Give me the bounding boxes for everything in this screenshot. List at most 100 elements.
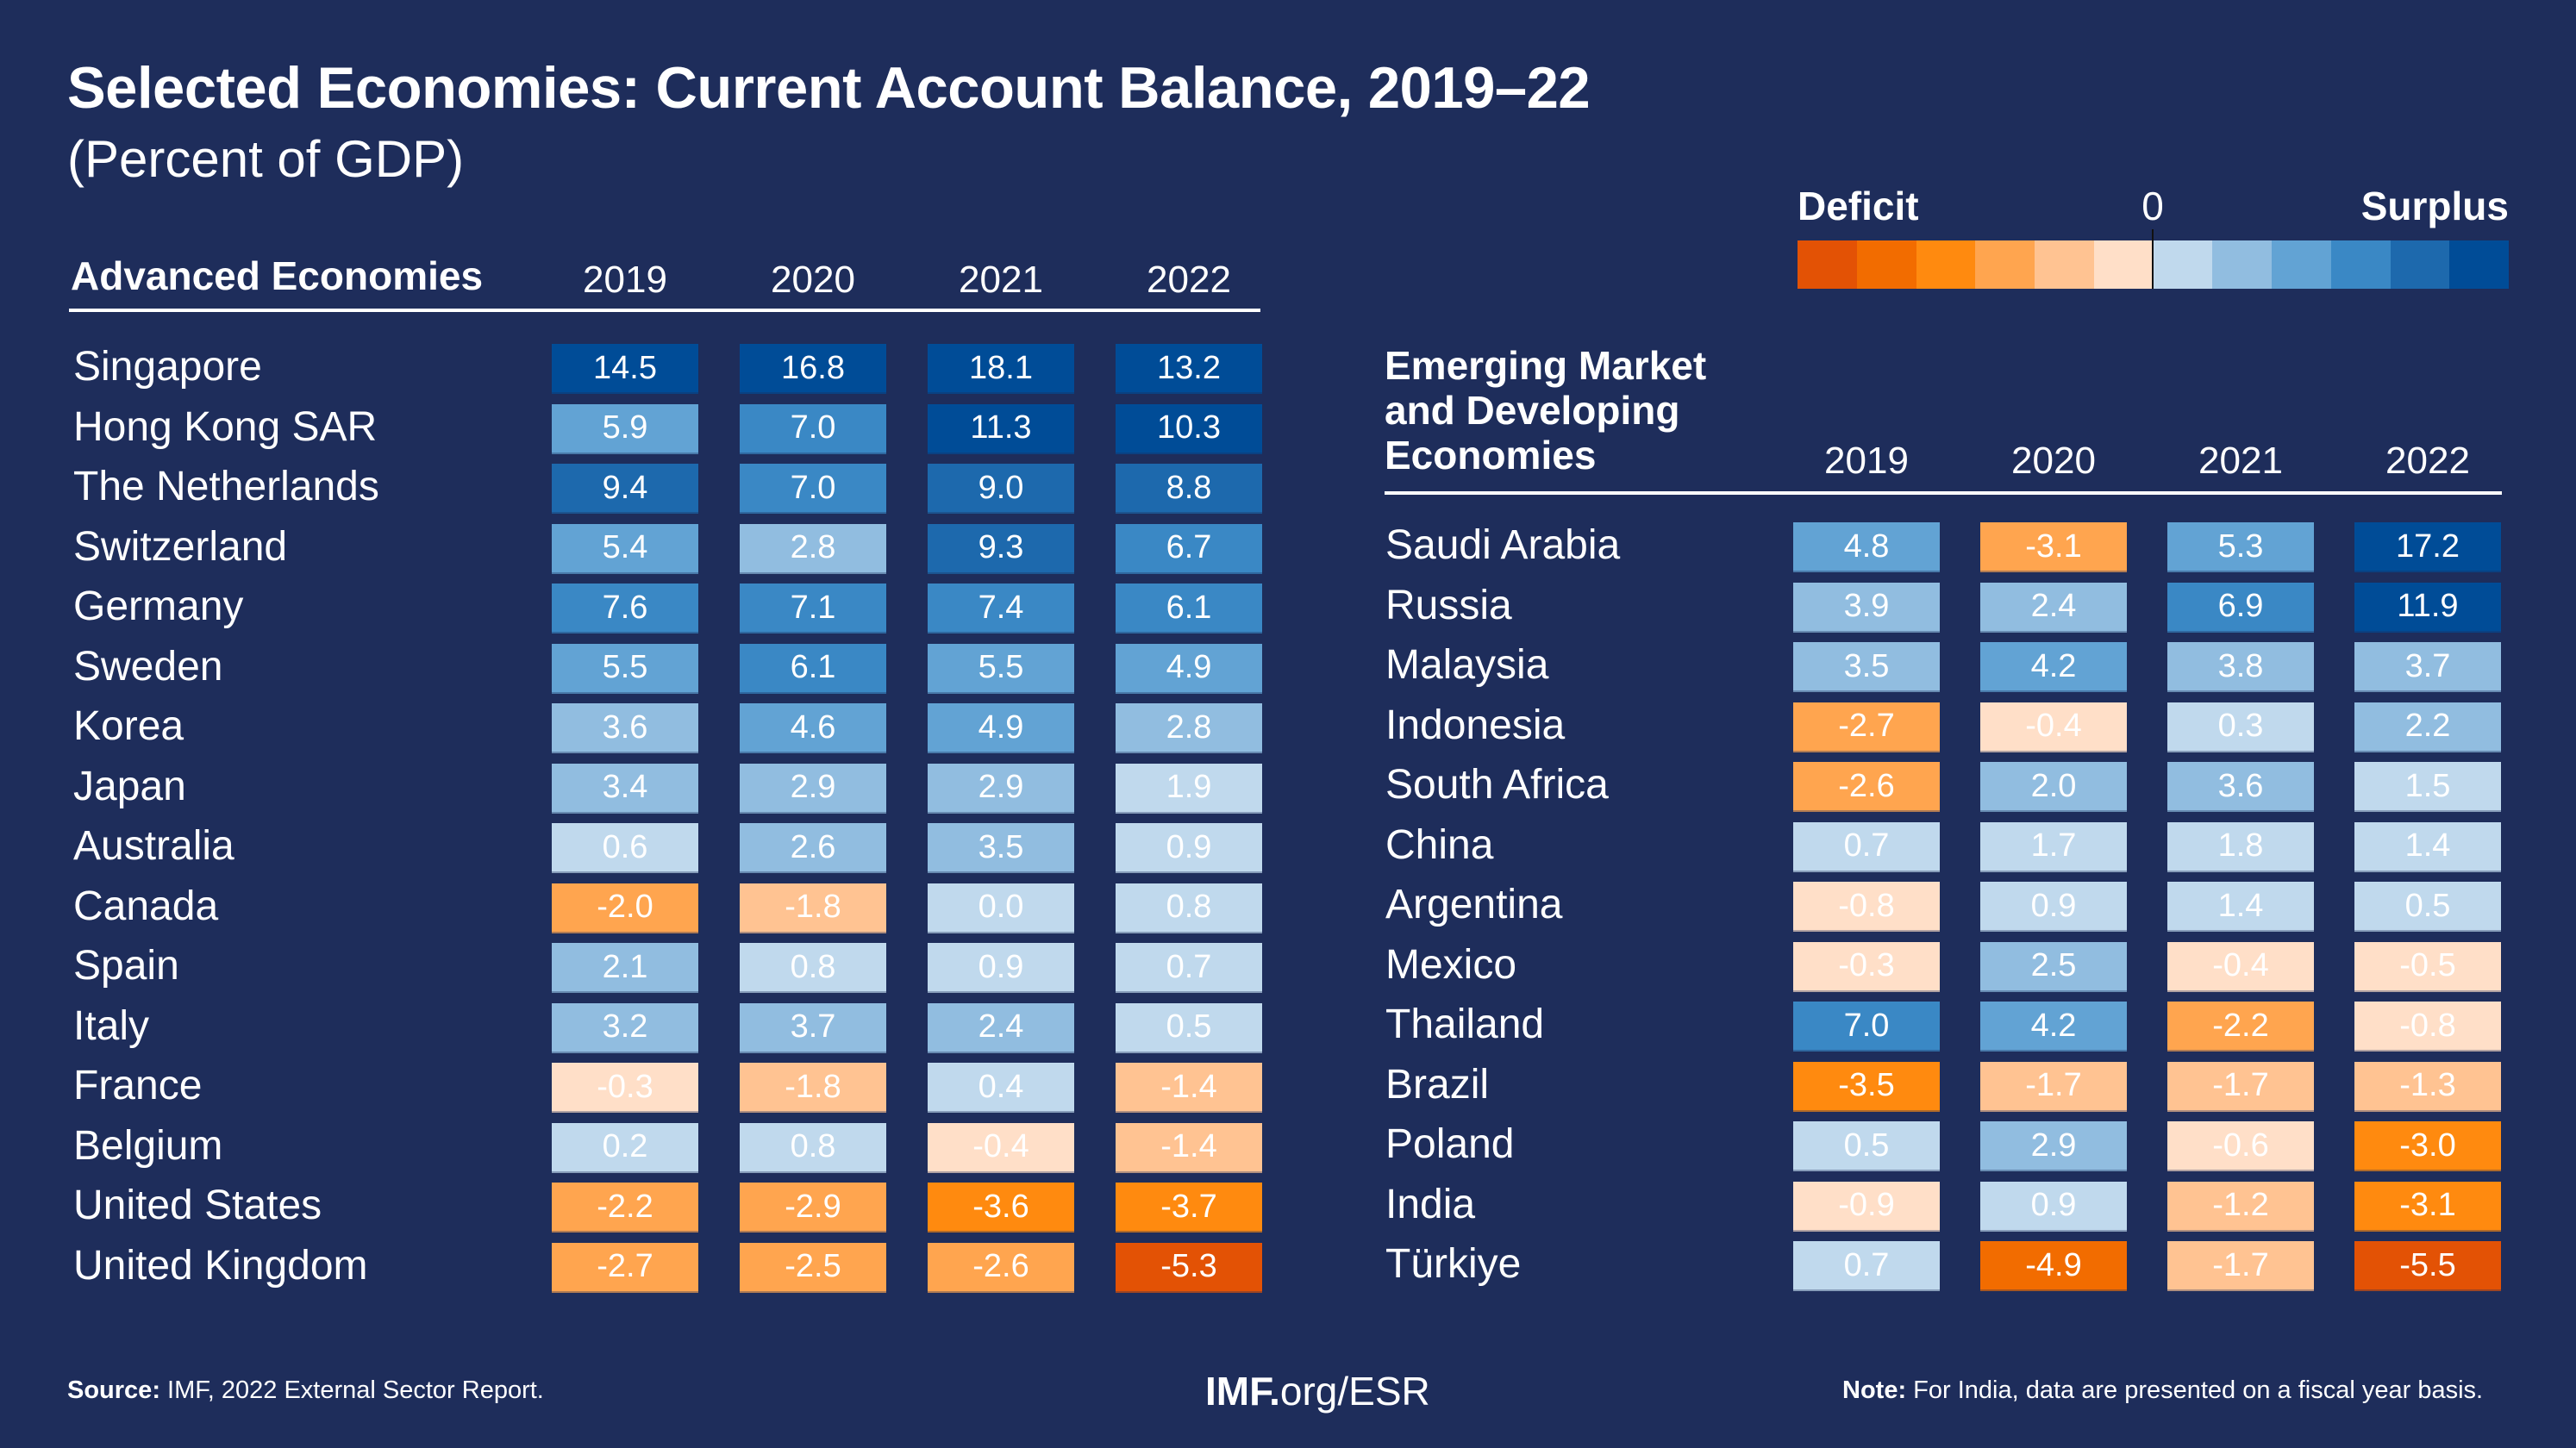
cell-value-label: 3.6 bbox=[2217, 767, 2264, 804]
cell-value-label: 7.1 bbox=[790, 589, 836, 626]
heatmap-cell: 0.9 bbox=[928, 943, 1074, 993]
heatmap-cell: 3.9 bbox=[1793, 582, 1940, 633]
cell-value-label: 0.9 bbox=[978, 948, 1024, 985]
heatmap-cell: 11.3 bbox=[928, 403, 1074, 454]
cell-value-label: 3.2 bbox=[602, 1008, 648, 1045]
cell-value-label: -0.5 bbox=[2399, 947, 2456, 983]
heatmap-cell: 2.5 bbox=[1980, 941, 2127, 992]
cell-value-label: 5.3 bbox=[2217, 527, 2264, 565]
country-label: Sweden bbox=[73, 643, 223, 690]
heatmap-cell: 6.9 bbox=[2167, 582, 2314, 633]
heatmap-cell: 3.8 bbox=[2167, 642, 2314, 692]
cell-value-label: -0.9 bbox=[1838, 1187, 1895, 1223]
heatmap-cell: 7.0 bbox=[740, 403, 886, 454]
country-label: Mexico bbox=[1385, 941, 1517, 988]
heatmap-cell: -3.5 bbox=[1793, 1061, 1940, 1112]
cell-value-label: 7.6 bbox=[602, 589, 648, 626]
heatmap-cell: 11.9 bbox=[2354, 582, 2501, 633]
note-text: For India, data are presented on a fisca… bbox=[1906, 1376, 2484, 1404]
source-label: Source: bbox=[67, 1376, 160, 1404]
imf-url[interactable]: IMF.org/ESR bbox=[1205, 1367, 1430, 1415]
cell-value-label: -5.5 bbox=[2399, 1246, 2456, 1283]
heatmap-cell: 1.4 bbox=[2354, 821, 2501, 872]
cell-value-label: 16.8 bbox=[781, 349, 845, 386]
cell-value-label: 2.4 bbox=[978, 1008, 1024, 1045]
heatmap-cell: 0.0 bbox=[928, 883, 1074, 933]
cell-value-label: 1.8 bbox=[2217, 827, 2264, 864]
heatmap-cell: -2.6 bbox=[1793, 762, 1940, 812]
heatmap-cell: 3.5 bbox=[928, 823, 1074, 873]
cell-value-label: 18.1 bbox=[969, 349, 1033, 386]
heatmap-cell: -0.3 bbox=[1793, 941, 1940, 992]
heatmap-cell: 2.9 bbox=[740, 763, 886, 814]
cell-value-label: 3.6 bbox=[602, 708, 648, 746]
country-label: Argentina bbox=[1385, 882, 1563, 927]
cell-value-label: 10.3 bbox=[1157, 409, 1221, 446]
heatmap-cell: 3.6 bbox=[2167, 762, 2314, 812]
cell-value-label: 1.9 bbox=[1166, 769, 1212, 805]
legend-swatch bbox=[2449, 240, 2509, 289]
advanced-header-rule bbox=[69, 309, 1260, 312]
heatmap-cell: 0.7 bbox=[1793, 821, 1940, 872]
heatmap-cell: 5.5 bbox=[928, 643, 1074, 694]
country-label: Saudi Arabia bbox=[1385, 522, 1621, 568]
cell-value-label: 5.4 bbox=[602, 529, 648, 565]
heatmap-cell: 16.8 bbox=[740, 344, 886, 394]
heatmap-cell: -2.7 bbox=[1793, 702, 1940, 752]
heatmap-cell: -1.7 bbox=[2167, 1241, 2314, 1291]
country-label: The Netherlands bbox=[73, 464, 379, 509]
heatmap-cell: 6.7 bbox=[1116, 523, 1262, 574]
heatmap-cell: 3.5 bbox=[1793, 642, 1940, 692]
cell-value-label: 0.9 bbox=[2030, 1187, 2077, 1223]
country-label: Indonesia bbox=[1385, 702, 1566, 748]
cell-value-label: 4.9 bbox=[1166, 649, 1212, 685]
legend-swatch bbox=[1856, 240, 1916, 289]
heatmap-cell: 5.4 bbox=[552, 523, 698, 574]
cell-value-label: 6.7 bbox=[1166, 529, 1212, 565]
country-label: Malaysia bbox=[1385, 642, 1549, 688]
heatmap-cell: -0.4 bbox=[928, 1122, 1074, 1173]
cell-value-label: -3.1 bbox=[2025, 527, 2082, 565]
cell-value-label: 4.6 bbox=[790, 708, 836, 746]
legend-swatch bbox=[1798, 240, 1857, 289]
heatmap-cell: 2.8 bbox=[1116, 703, 1262, 753]
cell-value-label: 3.7 bbox=[2404, 647, 2451, 684]
cell-value-label: 2.4 bbox=[2030, 588, 2077, 624]
cell-value-label: -2.7 bbox=[1838, 708, 1895, 744]
cell-value-label: 3.8 bbox=[2217, 647, 2264, 684]
heatmap-cell: -1.3 bbox=[2354, 1061, 2501, 1112]
legend-color-bar bbox=[1798, 240, 2509, 289]
emerging-year-header: 2020 bbox=[2011, 440, 2096, 482]
cell-value-label: 0.5 bbox=[1843, 1127, 1890, 1164]
heatmap-cell: -4.9 bbox=[1980, 1241, 2127, 1291]
heatmap-cell: 1.8 bbox=[2167, 821, 2314, 872]
advanced-economies-heading: Advanced Economies bbox=[71, 253, 484, 298]
cell-value-label: 0.7 bbox=[1843, 1246, 1890, 1283]
url-rest: org/ESR bbox=[1279, 1369, 1430, 1414]
heatmap-cell: -1.7 bbox=[1980, 1061, 2127, 1112]
cell-value-label: -1.7 bbox=[2212, 1067, 2269, 1103]
country-label: France bbox=[73, 1063, 203, 1108]
heatmap-cell: 2.2 bbox=[2354, 702, 2501, 752]
cell-value-label: 7.0 bbox=[790, 409, 836, 446]
heatmap-cell: 9.4 bbox=[552, 464, 698, 514]
cell-value-label: -1.8 bbox=[785, 889, 841, 925]
legend-swatch bbox=[2093, 240, 2154, 289]
heatmap-cell: 7.6 bbox=[552, 584, 698, 634]
heatmap-cell: -3.1 bbox=[2354, 1181, 2501, 1232]
heatmap-cell: -2.2 bbox=[2167, 1002, 2314, 1052]
cell-value-label: -0.3 bbox=[597, 1068, 653, 1105]
heatmap-cell: -1.8 bbox=[740, 1063, 886, 1113]
cell-value-label: 2.2 bbox=[2404, 708, 2451, 744]
cell-value-label: 2.9 bbox=[790, 769, 836, 805]
heatmap-cell: -0.8 bbox=[2354, 1002, 2501, 1052]
heatmap-cell: -2.9 bbox=[740, 1183, 886, 1233]
heatmap-cell: 7.0 bbox=[1793, 1002, 1940, 1052]
heatmap-cell: 10.3 bbox=[1116, 403, 1262, 454]
cell-value-label: 8.8 bbox=[1166, 469, 1212, 506]
country-label: Singapore bbox=[73, 344, 262, 390]
heatmap-cell: -2.6 bbox=[928, 1242, 1074, 1293]
heatmap-cell: -1.8 bbox=[740, 883, 886, 933]
heatmap-cell: -0.6 bbox=[2167, 1121, 2314, 1171]
legend-swatch bbox=[2153, 240, 2213, 289]
